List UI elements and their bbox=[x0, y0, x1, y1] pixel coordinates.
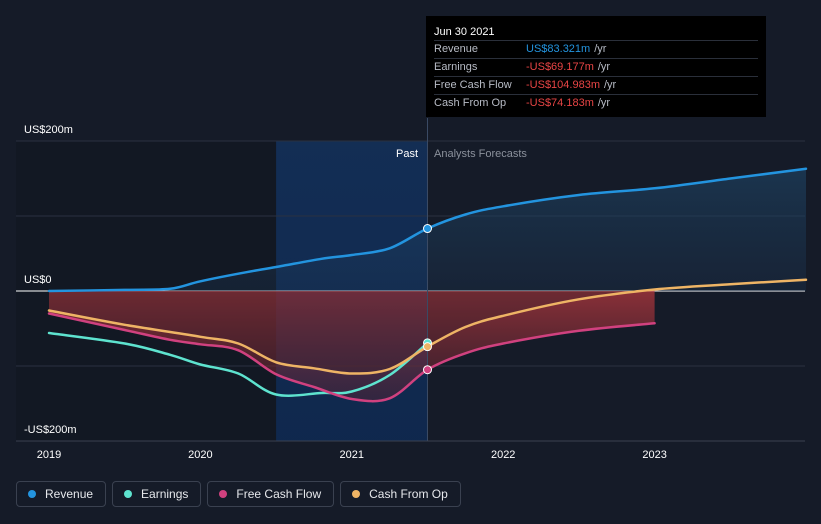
tooltip-row-label: Cash From Op bbox=[434, 97, 507, 109]
x-tick-label: 2019 bbox=[37, 449, 61, 461]
y-label-zero: US$0 bbox=[24, 274, 52, 286]
x-tick-label: 2021 bbox=[340, 449, 364, 461]
tooltip-row: Revenue US$83.321m/yr bbox=[434, 40, 758, 58]
tooltip-row-unit: /yr bbox=[604, 79, 617, 91]
tooltip-rows: Revenue US$83.321m/yr Earnings -US$69.177m /… bbox=[434, 40, 758, 112]
tooltip-row-label: Free Cash Flow bbox=[434, 79, 512, 91]
legend-item-cash-from-op[interactable]: Cash From Op bbox=[340, 481, 461, 507]
tooltip-row-unit: /yr bbox=[594, 43, 607, 55]
axes: US$200m US$0 -US$200m Past Analysts Fore… bbox=[16, 124, 805, 461]
tooltip-row: Earnings -US$69.177m/yr bbox=[434, 58, 758, 76]
y-label-top: US$200m bbox=[24, 124, 73, 136]
legend-item-revenue[interactable]: Revenue bbox=[16, 481, 107, 507]
legend-item-earnings[interactable]: Earnings bbox=[112, 481, 202, 507]
tooltip-row-value: -US$74.183m bbox=[526, 97, 594, 109]
hover-markers bbox=[423, 224, 432, 375]
hover-tooltip: Jun 30 2021 Revenue US$83.321m/yr Earnings… bbox=[426, 16, 766, 117]
free-cash-flow-area bbox=[49, 291, 655, 402]
x-tick-label: 2020 bbox=[188, 449, 212, 461]
forecast-label: Analysts Forecasts bbox=[434, 148, 527, 160]
marker-revenue bbox=[423, 224, 432, 234]
cash-from-op-area bbox=[49, 289, 655, 374]
series-line-earnings bbox=[47, 331, 429, 397]
legend-dot-icon bbox=[219, 490, 228, 498]
tooltip-row-value: US$83.321m bbox=[526, 43, 591, 55]
legend-label: Earnings bbox=[141, 487, 189, 501]
tooltip-row-label: Revenue bbox=[434, 43, 479, 55]
tooltip-row: Free Cash Flow -US$104.983m/yr bbox=[434, 76, 758, 94]
tooltip-row-unit: /yr bbox=[597, 97, 611, 109]
tooltip-row-unit: /yr bbox=[597, 61, 611, 73]
series-line-free-cash-flow bbox=[47, 312, 656, 403]
legend-dot-icon bbox=[352, 490, 361, 498]
series-lines bbox=[47, 167, 808, 403]
y-label-bottom: -US$200m bbox=[24, 424, 77, 436]
past-label: Past bbox=[396, 148, 418, 160]
series-line-revenue bbox=[47, 167, 808, 293]
tooltip-row-value: -US$69.177m bbox=[526, 61, 594, 73]
legend-label: Free Cash Flow bbox=[236, 487, 322, 501]
series-line-cash-from-op bbox=[47, 278, 808, 375]
x-tick-label: 2023 bbox=[642, 449, 666, 461]
tooltip-row: Cash From Op -US$74.183m/yr bbox=[434, 94, 758, 112]
legend-dot-icon bbox=[124, 490, 133, 498]
x-tick-label: 2022 bbox=[491, 449, 515, 461]
legend-dot-icon bbox=[28, 490, 36, 498]
tooltip-row-value: -US$104.983m bbox=[526, 79, 600, 91]
legend-item-free-cash-flow[interactable]: Free Cash Flow bbox=[207, 481, 335, 507]
legend-label: Cash From Op bbox=[369, 487, 448, 501]
legend-label: Revenue bbox=[45, 487, 94, 501]
legend: Revenue Earnings Free Cash Flow Cash From O… bbox=[16, 481, 461, 507]
tooltip-date: Jun 30 2021 bbox=[434, 26, 495, 38]
x-axis-ticks: 2019 2020 2021 2022 2023 bbox=[16, 440, 805, 461]
marker-cash-from-op bbox=[423, 342, 432, 352]
marker-free-cash-flow bbox=[423, 365, 432, 375]
tooltip-row-label: Earnings bbox=[434, 61, 478, 73]
